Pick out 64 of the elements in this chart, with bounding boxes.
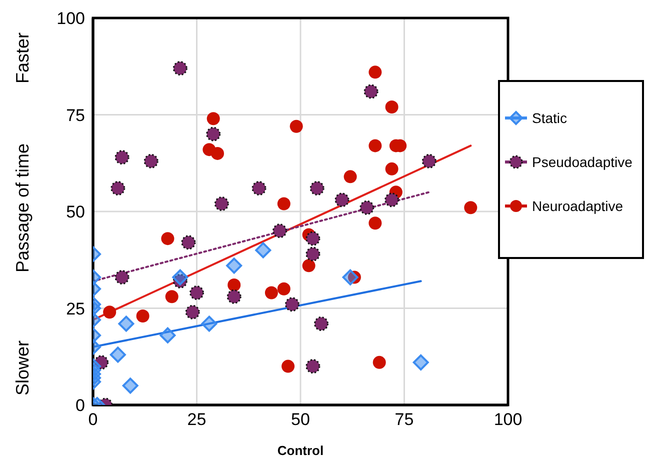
point	[310, 181, 324, 196]
point	[302, 259, 316, 272]
x-tick-label: 100	[494, 410, 522, 430]
point	[94, 355, 109, 370]
y-tick-label: 0	[76, 396, 85, 416]
y-tick-label: 75	[66, 106, 85, 125]
point	[334, 192, 350, 208]
point	[172, 274, 188, 288]
point	[110, 181, 126, 196]
point	[277, 282, 290, 296]
point	[144, 154, 158, 168]
point	[226, 289, 242, 304]
y-axis-title: Passage of time	[12, 143, 34, 273]
point	[190, 286, 204, 300]
point	[314, 316, 328, 331]
point	[464, 201, 478, 214]
point	[277, 197, 290, 210]
point	[306, 359, 320, 374]
legend-label: Static	[532, 110, 568, 126]
point	[385, 162, 398, 176]
text: Faster	[12, 32, 34, 84]
point	[422, 154, 436, 168]
x-tick-label: 50	[291, 410, 310, 430]
point	[368, 216, 382, 230]
point	[384, 192, 400, 208]
point	[264, 286, 278, 300]
y-tick-label: 50	[66, 202, 85, 222]
point	[114, 150, 130, 165]
point	[228, 278, 241, 292]
point	[282, 360, 295, 373]
point	[344, 170, 357, 184]
point	[161, 232, 174, 246]
point	[252, 181, 266, 196]
x-tick-label: 75	[394, 410, 414, 430]
legend-label: Neuroadaptive	[532, 198, 624, 214]
y-tick-label: 25	[66, 299, 85, 318]
point	[206, 112, 220, 126]
text: Slower	[12, 340, 34, 396]
point	[103, 306, 116, 319]
point	[114, 270, 130, 285]
point	[214, 196, 229, 212]
point	[272, 224, 287, 238]
point	[364, 84, 378, 99]
point	[306, 231, 320, 246]
y-tick-label: 100	[56, 9, 85, 28]
point	[211, 146, 224, 160]
point	[284, 297, 300, 312]
legend-label: Pseudoadaptive	[532, 154, 632, 170]
x-tick-label: 25	[187, 410, 206, 430]
x-tick-label: 0	[88, 410, 98, 430]
point	[165, 290, 178, 304]
point	[290, 120, 303, 133]
point	[172, 61, 188, 76]
point	[372, 356, 386, 369]
point	[206, 126, 221, 142]
point	[181, 235, 196, 250]
point	[360, 200, 374, 215]
point	[368, 139, 382, 152]
x-axis-title: Control	[277, 443, 324, 458]
point	[136, 309, 150, 322]
point	[368, 66, 382, 79]
point	[185, 304, 200, 320]
point	[385, 100, 398, 114]
point	[306, 246, 320, 262]
